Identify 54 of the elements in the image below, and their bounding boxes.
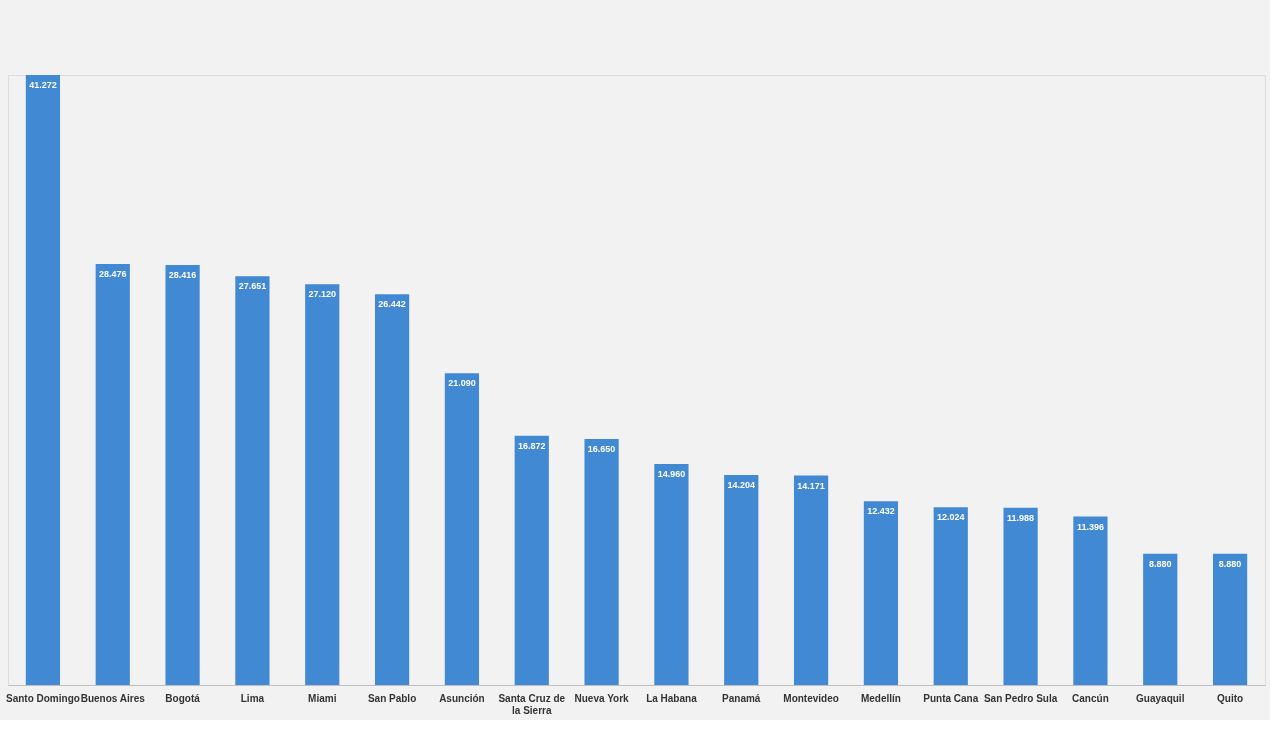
bar — [374, 294, 410, 685]
bar — [514, 435, 549, 685]
x-tick-label: Guayaquil — [1136, 692, 1185, 704]
x-tick-label: San Pedro Sula — [983, 692, 1058, 704]
data-label: 11.396 — [1076, 521, 1104, 532]
bar — [793, 475, 829, 685]
data-label: 8.880 — [1218, 558, 1242, 569]
bar — [863, 501, 899, 685]
data-label: 27.120 — [308, 289, 337, 300]
data-label: 14.171 — [797, 480, 825, 491]
bar — [1073, 516, 1108, 685]
data-label: 26.442 — [378, 299, 406, 310]
data-label: 14.204 — [727, 480, 756, 491]
x-tick-label: Montevideo — [783, 692, 839, 704]
data-label: 41.272 — [29, 80, 57, 90]
bar — [1003, 507, 1038, 685]
x-tick-label: San Pablo — [367, 692, 417, 704]
data-label: 21.090 — [448, 378, 476, 389]
x-tick-label: Nueva York — [574, 692, 630, 704]
data-label: 12.024 — [936, 512, 965, 523]
x-tick-label: Santa Cruz de la Sierra — [498, 692, 566, 716]
x-tick-label: Quito — [1217, 692, 1244, 704]
bar — [235, 276, 270, 685]
bar — [305, 284, 340, 685]
x-tick-label: Asunción — [439, 692, 485, 704]
bar — [933, 507, 968, 685]
data-label: 28.476 — [98, 269, 127, 280]
data-label: 8.880 — [1148, 558, 1172, 569]
bar — [165, 265, 200, 685]
bar — [444, 373, 480, 685]
x-tick-label: Miami — [308, 692, 337, 704]
data-label: 14.960 — [657, 468, 686, 479]
x-tick-label: La Habana — [646, 692, 698, 704]
x-tick-label: Santo Domingo — [5, 692, 80, 704]
x-tick-label: Punta Cana — [923, 692, 979, 704]
data-label: 28.416 — [168, 270, 197, 281]
x-tick-label: Bogotá — [165, 692, 201, 704]
bar — [95, 264, 130, 685]
data-label: 12.432 — [867, 506, 895, 517]
data-label: 11.988 — [1007, 512, 1035, 523]
bar — [25, 75, 61, 685]
x-tick-label: Panamá — [722, 692, 761, 704]
bar — [584, 438, 619, 685]
x-tick-label: Cancún — [1072, 692, 1109, 704]
x-tick-label: Buenos Aires — [80, 692, 146, 704]
bar — [724, 475, 759, 685]
data-label: 16.650 — [587, 443, 616, 454]
bar — [1212, 553, 1248, 685]
x-tick-label: Lima — [240, 692, 265, 704]
x-tick-label: Medellín — [860, 692, 901, 704]
data-label: 27.651 — [238, 281, 267, 292]
data-label: 16.872 — [517, 440, 546, 451]
bar — [654, 463, 689, 685]
bar — [1143, 553, 1178, 685]
